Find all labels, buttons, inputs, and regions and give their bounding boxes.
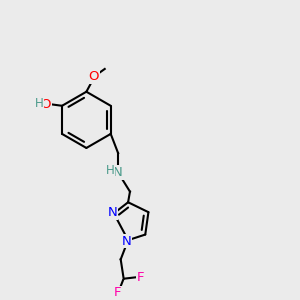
Text: N: N — [113, 166, 123, 179]
Text: F: F — [113, 286, 121, 299]
Text: N: N — [107, 206, 117, 219]
Text: H: H — [35, 97, 44, 110]
Text: O: O — [40, 98, 51, 111]
Text: F: F — [137, 271, 145, 284]
Text: O: O — [88, 70, 99, 83]
Text: N: N — [122, 235, 131, 248]
Text: H: H — [106, 164, 114, 177]
